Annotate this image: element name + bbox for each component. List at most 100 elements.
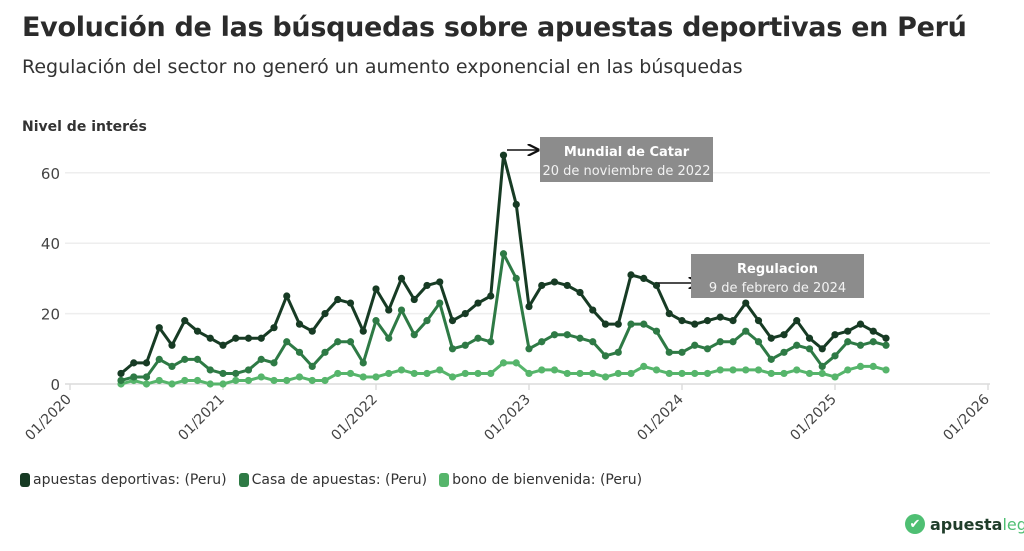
data-point — [818, 369, 826, 378]
data-point — [474, 334, 482, 342]
data-point — [640, 274, 648, 282]
data-point — [538, 366, 546, 374]
logo-text: apuesta — [930, 514, 1003, 534]
data-point — [869, 338, 877, 346]
data-point — [780, 369, 788, 378]
data-point — [538, 338, 546, 346]
data-point — [117, 376, 125, 385]
data-point — [130, 359, 138, 367]
annotation-box — [540, 137, 713, 182]
data-point — [346, 369, 355, 378]
data-point — [525, 302, 533, 311]
data-point — [793, 366, 801, 374]
legend-item[interactable]: bono de bienvenida: (Peru) — [439, 472, 642, 488]
data-point — [754, 366, 763, 374]
data-point — [334, 369, 342, 378]
data-point — [130, 373, 138, 381]
legend-item[interactable]: apuestas deportivas: (Peru) — [20, 472, 227, 488]
data-point — [512, 200, 520, 209]
data-point — [589, 369, 597, 378]
data-point — [155, 376, 163, 385]
data-point — [805, 334, 814, 342]
data-point — [244, 334, 253, 342]
data-point — [117, 369, 125, 378]
data-point — [589, 306, 597, 314]
data-point — [550, 331, 559, 339]
data-point — [410, 295, 418, 304]
legend-label: bono de bienvenida: (Peru) — [452, 472, 643, 488]
data-point — [627, 320, 635, 328]
data-point — [295, 320, 304, 328]
data-point — [499, 151, 508, 159]
data-point — [716, 338, 724, 346]
x-tick-label: 01/2022 — [328, 392, 380, 444]
data-point — [397, 306, 406, 314]
data-point — [168, 341, 176, 349]
y-tick-label: 0 — [50, 376, 60, 394]
data-point — [742, 327, 750, 335]
data-point — [436, 366, 444, 374]
data-point — [206, 366, 214, 374]
data-point — [614, 369, 622, 378]
data-point — [270, 376, 278, 385]
data-point — [754, 317, 763, 325]
data-point — [181, 317, 189, 325]
data-point — [321, 348, 329, 356]
data-point — [206, 334, 214, 342]
data-point — [640, 320, 648, 328]
data-point — [308, 327, 316, 335]
data-point — [461, 369, 469, 378]
data-point — [678, 369, 686, 378]
data-point — [193, 376, 202, 385]
data-point — [844, 366, 852, 374]
x-tick-label: 01/2023 — [481, 392, 533, 444]
data-point — [856, 362, 865, 370]
data-point — [576, 369, 584, 378]
data-point — [448, 317, 457, 325]
data-point — [614, 320, 622, 328]
data-point — [448, 373, 457, 381]
data-point — [831, 373, 839, 381]
data-point — [423, 369, 431, 378]
data-point — [627, 271, 635, 279]
x-tick-label: 01/2021 — [175, 392, 227, 444]
data-point — [193, 355, 202, 363]
y-tick-label: 60 — [41, 165, 60, 183]
data-point — [193, 327, 202, 335]
data-point — [780, 331, 788, 339]
logo-text: legal — [1002, 514, 1024, 534]
data-point — [155, 355, 163, 363]
annotation-text: 9 de febrero de 2024 — [709, 281, 846, 296]
data-point — [181, 355, 189, 363]
data-point — [818, 362, 826, 370]
data-point — [882, 341, 890, 349]
data-point — [563, 369, 571, 378]
data-point — [270, 324, 278, 332]
brand-logo: ✔ apuestalegal — [905, 514, 1024, 534]
data-point — [487, 369, 495, 378]
annotation-box — [691, 254, 864, 298]
data-point — [882, 334, 890, 342]
x-tick-label: 01/2026 — [940, 391, 993, 444]
data-point — [856, 341, 865, 349]
data-point — [346, 299, 355, 307]
data-point — [882, 366, 890, 374]
data-point — [372, 285, 380, 293]
data-point — [219, 380, 227, 388]
data-point — [576, 334, 584, 342]
data-point — [767, 369, 775, 378]
annotation-title: Mundial de Catar — [564, 145, 690, 160]
data-point — [512, 359, 520, 367]
data-point — [614, 348, 622, 356]
data-point — [525, 369, 533, 378]
chart-title: Evolución de las búsquedas sobre apuesta… — [22, 12, 967, 43]
data-point — [385, 369, 393, 378]
legend-item[interactable]: Casa de apuestas: (Peru) — [238, 472, 427, 488]
data-point — [754, 338, 763, 346]
chart-subtitle: Regulación del sector no generó un aumen… — [22, 56, 743, 78]
legend: apuestas deportivas: (Peru) Casa de apue… — [20, 472, 642, 488]
data-point — [308, 362, 316, 370]
y-tick-label: 40 — [41, 235, 60, 253]
data-point — [321, 310, 329, 318]
data-point — [308, 376, 316, 385]
